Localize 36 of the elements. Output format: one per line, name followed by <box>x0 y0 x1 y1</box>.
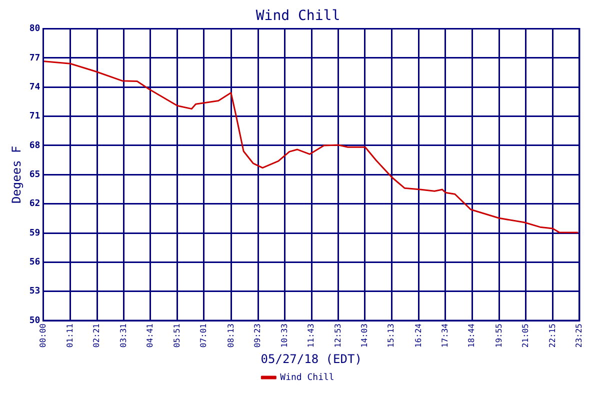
x-axis-title: 05/27/18 (EDT) <box>260 352 362 366</box>
x-tick-label: 19:55 <box>494 323 504 348</box>
y-tick-label: 62 <box>29 199 40 210</box>
y-tick-label: 74 <box>29 82 41 92</box>
x-tick-label: 22:15 <box>548 323 557 348</box>
x-tick-label: 16:24 <box>414 323 423 348</box>
y-tick-label: 59 <box>29 228 40 238</box>
y-tick-label: 56 <box>29 258 40 268</box>
x-tick-label: 07:01 <box>198 323 208 348</box>
x-tick-label: 05:51 <box>172 323 182 348</box>
y-tick-label: 50 <box>29 316 40 326</box>
y-tick-label: 68 <box>29 140 40 151</box>
x-tick-label: 02:21 <box>92 323 102 348</box>
y-axis-title: Degees F <box>9 146 24 204</box>
x-tick-label: 00:00 <box>38 323 48 348</box>
legend-label: Wind Chill <box>280 372 334 383</box>
y-tick-label: 65 <box>29 170 40 180</box>
x-tick-label: 03:31 <box>118 323 128 348</box>
x-tick-label: 08:13 <box>226 323 236 348</box>
chart-title: Wind Chill <box>256 8 340 24</box>
x-tick-label: 10:33 <box>280 323 289 348</box>
x-tick-label: 18:44 <box>467 323 476 348</box>
x-tick-label: 23:25 <box>574 323 584 348</box>
x-tick-label: 01:11 <box>65 323 74 348</box>
x-tick-label: 21:05 <box>521 323 530 348</box>
y-tick-label: 80 <box>29 24 40 34</box>
x-tick-label: 11:43 <box>306 323 316 348</box>
x-tick-label: 15:13 <box>386 323 396 348</box>
x-tick-label: 14:03 <box>360 323 370 348</box>
x-tick-label: 09:23 <box>253 323 262 348</box>
x-tick-label: 04:41 <box>146 323 155 348</box>
y-tick-label: 71 <box>29 112 40 122</box>
y-tick-label: 53 <box>29 286 40 297</box>
y-tick-label: 77 <box>29 53 40 64</box>
x-tick-label: 12:53 <box>333 323 342 348</box>
x-tick-label: 17:34 <box>440 323 450 348</box>
